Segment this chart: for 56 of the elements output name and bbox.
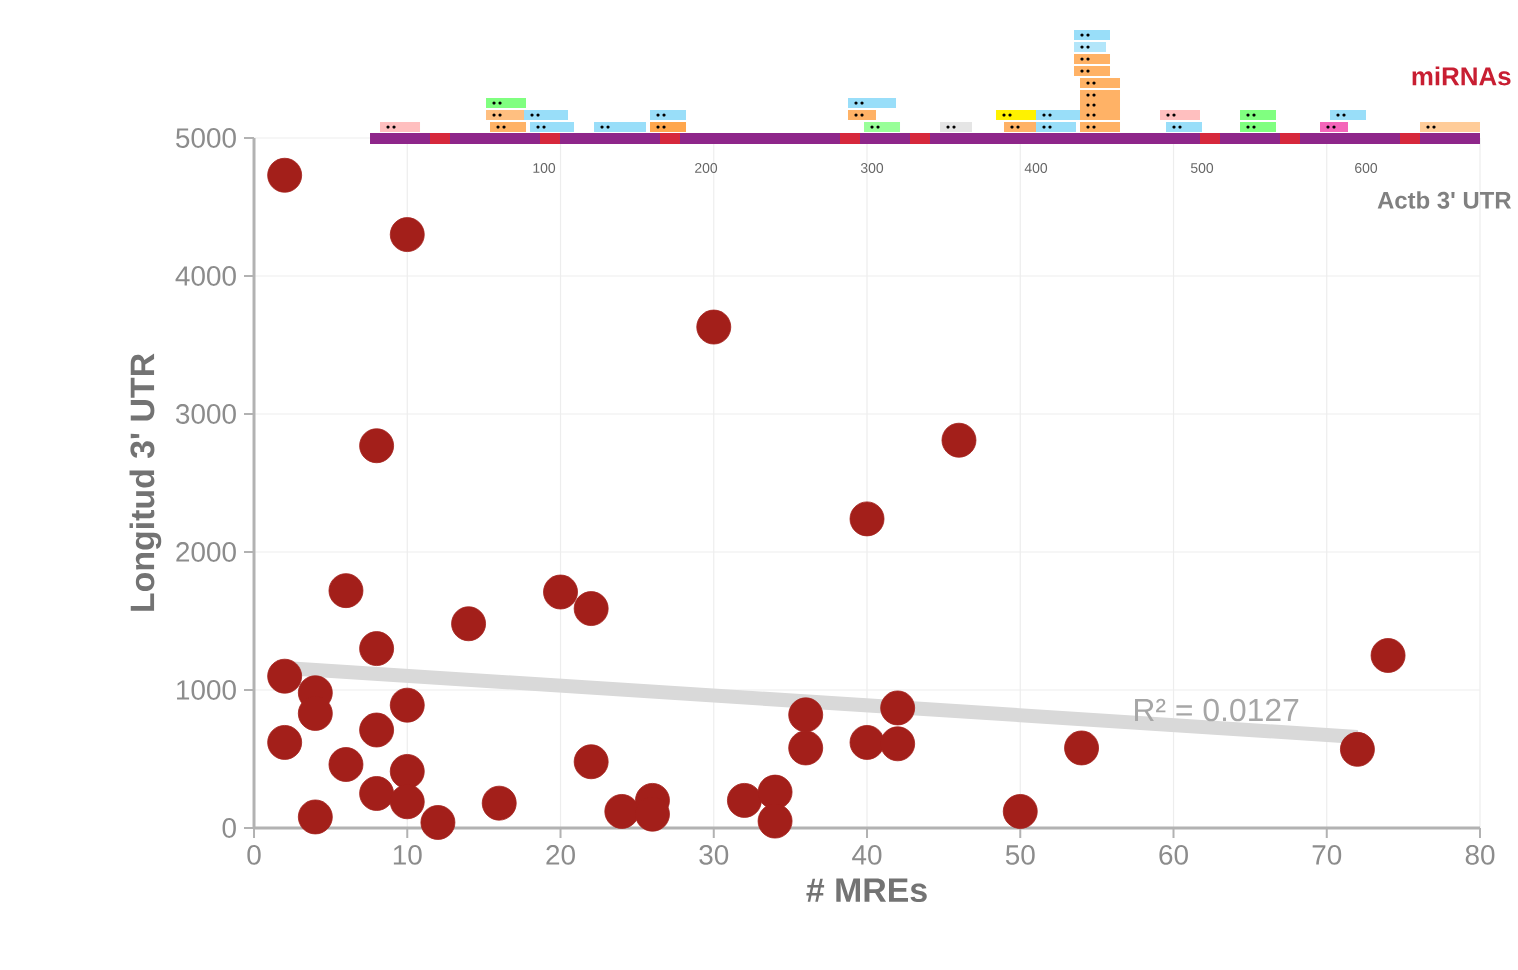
- point: [267, 157, 303, 193]
- x-tick-label: 0: [247, 845, 261, 865]
- point: [389, 784, 425, 820]
- point: [1370, 638, 1406, 673]
- point: [1064, 730, 1099, 766]
- y-tick-label: 3000: [175, 404, 236, 424]
- point: [849, 501, 885, 537]
- point: [696, 309, 732, 345]
- x-tick-label: 40: [852, 845, 882, 865]
- x-tick-label: 70: [1312, 845, 1342, 865]
- point: [941, 422, 977, 458]
- point: [880, 726, 916, 762]
- y-tick-label: 2000: [176, 542, 236, 562]
- point: [1340, 731, 1375, 767]
- point: [757, 774, 793, 810]
- point: [880, 690, 916, 726]
- point: [573, 591, 609, 626]
- point: [267, 658, 303, 694]
- point: [359, 776, 395, 811]
- annotation: Actb 3' UTR: [1377, 191, 1512, 209]
- point: [420, 805, 456, 840]
- point: [389, 217, 425, 252]
- point: [849, 725, 885, 760]
- point: [727, 783, 762, 818]
- y-tick-label: 4000: [175, 266, 236, 286]
- point: [543, 574, 578, 610]
- point: [328, 747, 364, 782]
- y-tick-label: 5000: [176, 128, 236, 148]
- annotation: R² = 0.0127: [1135, 698, 1299, 722]
- point: [359, 712, 395, 748]
- point: [604, 794, 640, 829]
- x-tick-label: 80: [1465, 845, 1495, 865]
- point: [359, 631, 395, 666]
- x-tick-label: 20: [546, 845, 575, 865]
- text: miRNAs: [1412, 66, 1511, 86]
- point: [788, 697, 824, 733]
- point: [481, 785, 517, 821]
- point: [757, 803, 793, 839]
- point: [389, 687, 425, 723]
- x-tick-label: 30: [699, 845, 729, 865]
- y-axis-title: Longitud 3' UTR: [129, 353, 162, 611]
- point: [359, 428, 395, 464]
- x-tick-label: 50: [1005, 845, 1035, 865]
- y-tick-label: 0: [222, 818, 236, 838]
- point: [451, 606, 486, 642]
- point: [573, 744, 609, 780]
- point: [297, 799, 333, 835]
- x-tick-label: 10: [393, 845, 422, 865]
- point: [267, 725, 303, 760]
- point: [1002, 794, 1038, 829]
- point: [328, 573, 364, 609]
- y-tick-label: 1000: [177, 680, 236, 700]
- point: [788, 730, 824, 766]
- x-axis-title: # MREs: [806, 878, 927, 903]
- point: [389, 754, 425, 789]
- x-tick-label: 60: [1159, 845, 1188, 865]
